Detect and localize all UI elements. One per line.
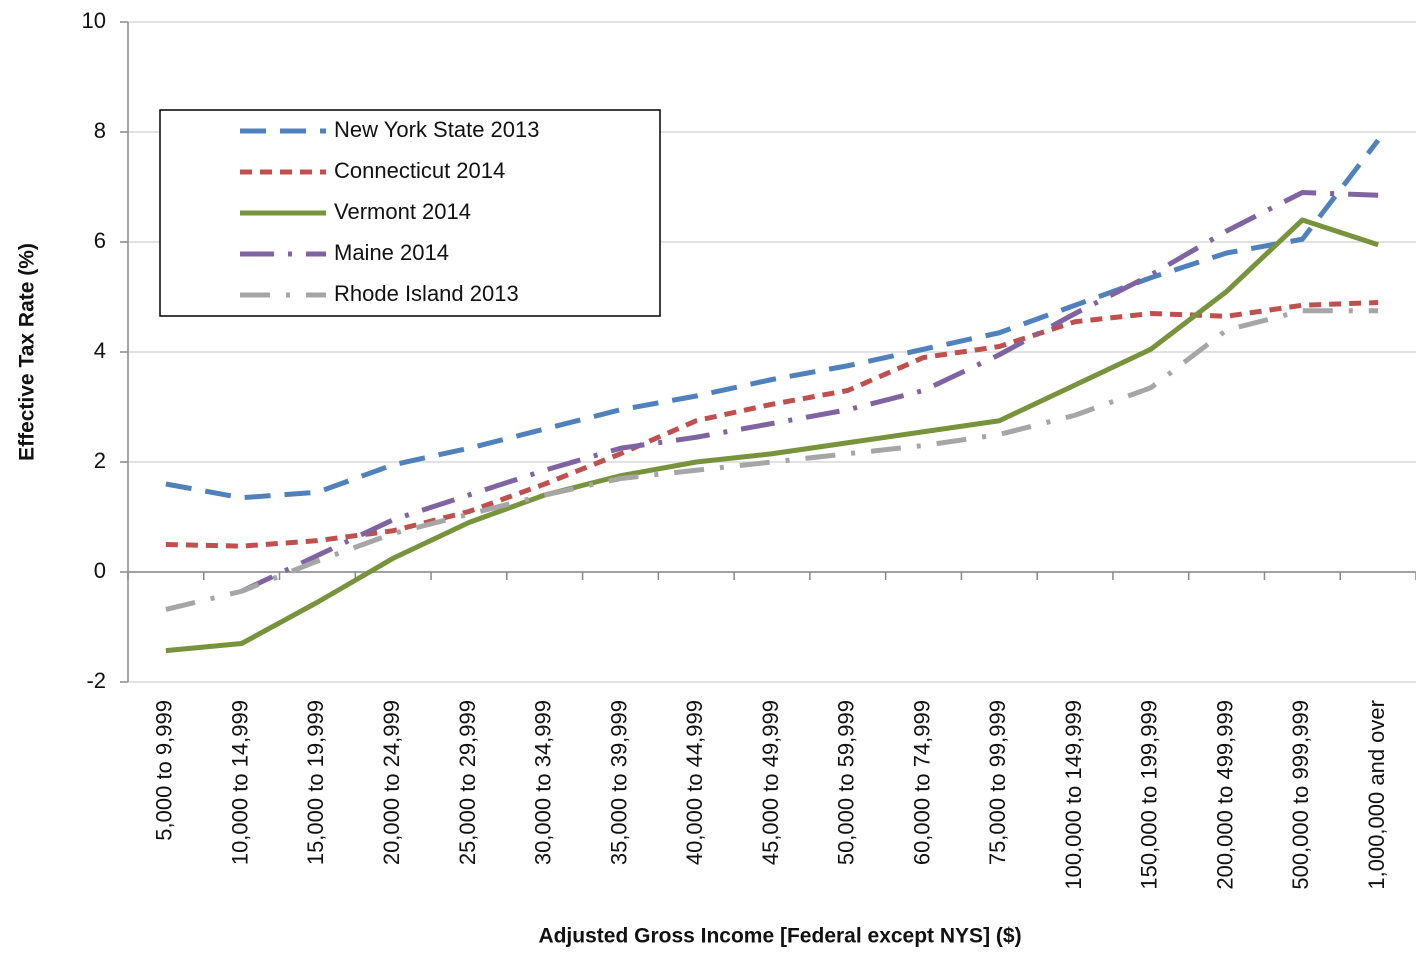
x-tick-label: 150,000 to 199,999	[1137, 700, 1162, 890]
x-tick-label: 25,000 to 29,999	[455, 700, 480, 865]
x-tick-label: 20,000 to 24,999	[379, 700, 404, 865]
x-tick-label: 35,000 to 39,999	[606, 700, 631, 865]
x-tick-label: 45,000 to 49,999	[758, 700, 783, 865]
y-tick-label: -2	[86, 668, 106, 693]
y-tick-label: 2	[94, 448, 106, 473]
legend: New York State 2013 Connecticut 2014 Vermo…	[159, 109, 661, 317]
legend-label: Maine 2014	[334, 240, 449, 265]
x-tick-label: 100,000 to 149,999	[1061, 700, 1086, 890]
x-tick-label: 50,000 to 59,999	[834, 700, 859, 865]
legend-label: Rhode Island 2013	[334, 281, 519, 306]
x-tick-label: 200,000 to 499,999	[1212, 700, 1237, 890]
y-tick-label: 10	[82, 8, 106, 33]
x-tick-label: 60,000 to 74,999	[909, 700, 934, 865]
x-tick-label: 10,000 to 14,999	[227, 700, 252, 865]
legend-label: Vermont 2014	[334, 199, 471, 224]
y-tick-label: 8	[94, 118, 106, 143]
series-line	[240, 190, 1379, 594]
y-tick-label: 4	[94, 338, 106, 363]
x-tick-label: 15,000 to 19,999	[303, 700, 328, 865]
y-axis-title: Effective Tax Rate (%)	[16, 243, 39, 461]
x-tick-label: 1,000,000 and over	[1364, 700, 1389, 890]
legend-label: New York State 2013	[334, 117, 539, 142]
series-line	[165, 138, 1381, 501]
series-line	[165, 308, 1379, 612]
legend-label: Connecticut 2014	[334, 158, 505, 183]
x-tick-label: 500,000 to 999,999	[1288, 700, 1313, 890]
x-tick-label: 40,000 to 44,999	[682, 700, 707, 865]
x-axis-title: Adjusted Gross Income [Federal except NY…	[538, 925, 1021, 948]
x-tick-label: 5,000 to 9,999	[152, 700, 177, 841]
x-tick-label: 75,000 to 99,999	[985, 700, 1010, 865]
x-tick-label: 30,000 to 34,999	[531, 700, 556, 865]
series-line	[165, 217, 1379, 654]
y-tick-label: 0	[94, 558, 106, 583]
y-tick-label: 6	[94, 228, 106, 253]
